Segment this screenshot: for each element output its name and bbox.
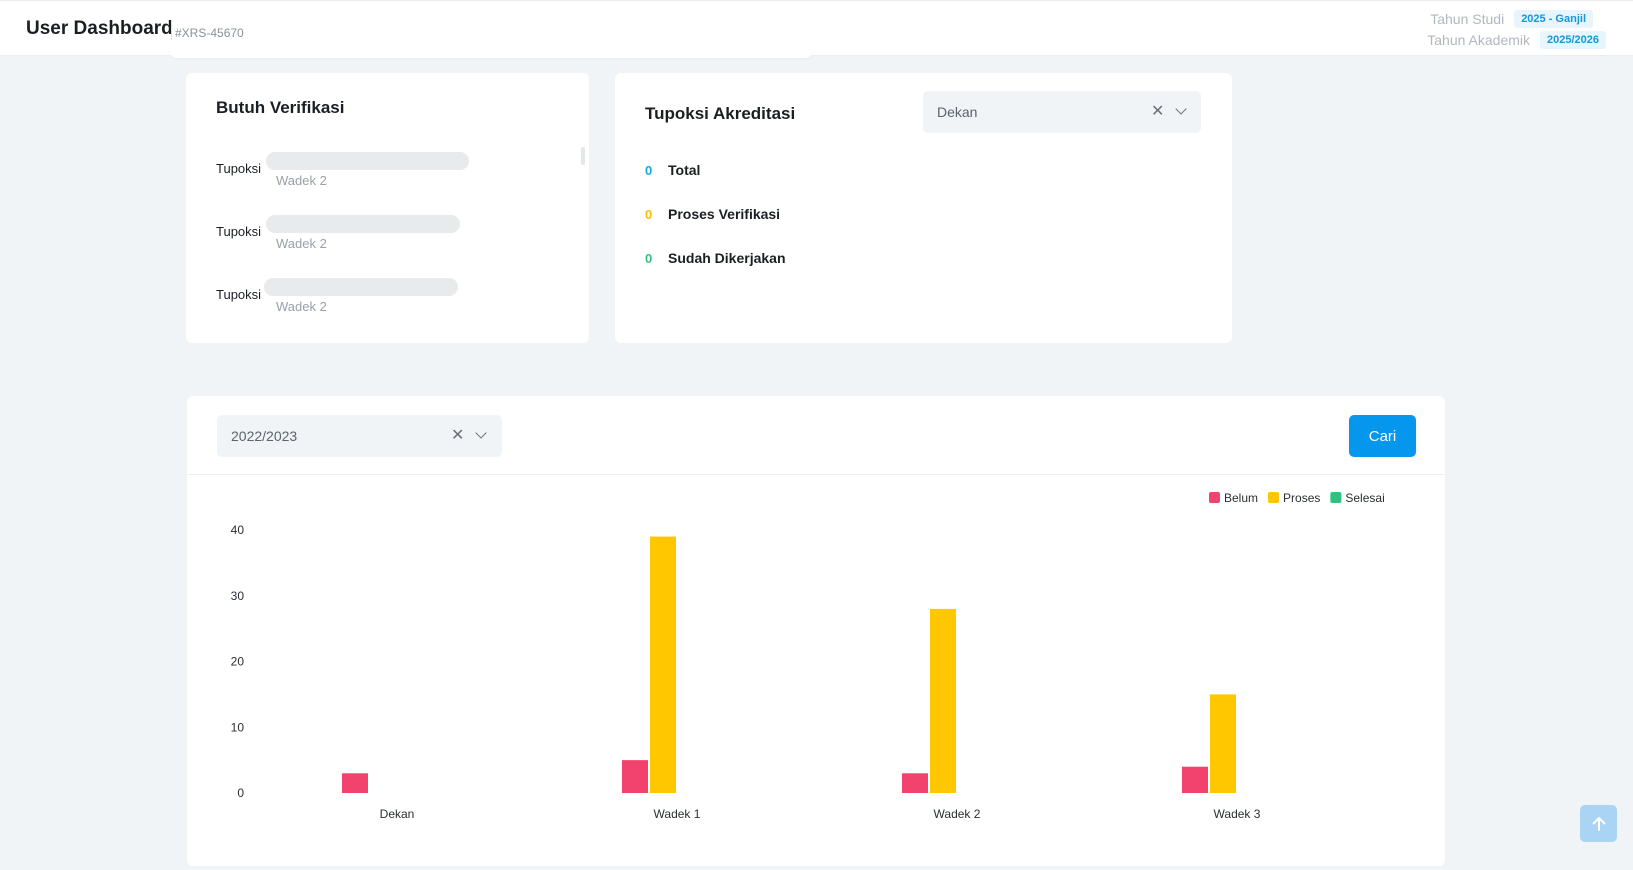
tahun-studi-row: Tahun Studi 2025 - Ganjil [1430, 10, 1593, 28]
search-button[interactable]: Cari [1349, 415, 1416, 457]
card-divider [187, 474, 1445, 475]
role-select-value: Dekan [937, 104, 978, 120]
y-tick-label: 20 [231, 655, 245, 669]
tahun-studi-badge: 2025 - Ganjil [1514, 10, 1593, 28]
top-bar: User Dashboard #XRS-45670 Tahun Studi 20… [0, 0, 1633, 56]
x-tick-label: Wadek 3 [1214, 807, 1261, 821]
tahun-akademik-row: Tahun Akademik 2025/2026 [1427, 31, 1606, 49]
x-tick-label: Wadek 1 [654, 807, 701, 821]
legend-swatch [1330, 492, 1342, 503]
stat-value: 0 [645, 162, 653, 178]
redacted-text [264, 278, 458, 296]
redacted-text [266, 152, 469, 170]
title-divider [171, 20, 172, 40]
page-title: User Dashboard [26, 18, 173, 39]
list-item-role: Wadek 2 [276, 299, 327, 314]
stat-total: 0 Total [645, 162, 700, 178]
chevron-down-icon[interactable] [475, 427, 487, 439]
arrow-up-icon [1592, 816, 1605, 831]
list-item-label: Tupoksi [216, 287, 262, 302]
stat-label: Total [668, 162, 701, 178]
accreditation-card: Tupoksi Akreditasi Dekan ✕ 0 Total 0 Pro… [615, 73, 1232, 343]
year-select[interactable]: 2022/2023 ✕ [217, 415, 502, 457]
list-item[interactable]: Tupoksi Wadek 2 [216, 269, 556, 332]
list-item-role: Wadek 2 [276, 173, 327, 188]
legend-label: Selesai [1345, 491, 1384, 505]
verification-list: Tupoksi Wadek 2 Tupoksi Wadek 2 Tupoksi … [216, 143, 556, 332]
list-item[interactable]: Tupoksi Wadek 2 [216, 206, 556, 269]
list-scrollbar[interactable] [581, 147, 585, 165]
list-item-label: Tupoksi [216, 161, 262, 176]
stat-value: 0 [645, 206, 653, 222]
collapsed-card-edge [170, 48, 812, 58]
tahun-studi-label: Tahun Studi [1430, 11, 1505, 27]
stat-label: Proses Verifikasi [668, 206, 781, 222]
stat-proses-verifikasi: 0 Proses Verifikasi [645, 206, 780, 222]
legend-label: Belum [1224, 491, 1258, 505]
stat-value: 0 [645, 250, 653, 266]
accreditation-title: Tupoksi Akreditasi [645, 104, 796, 123]
y-tick-label: 0 [237, 786, 244, 800]
bar-chart: 0 10 20 30 40 Dekan Wadek 1 Wadek 2 Wadek 3 Belum… [231, 491, 1385, 821]
y-tick-label: 40 [231, 523, 245, 537]
bar-belum [1182, 766, 1208, 793]
close-icon[interactable]: ✕ [1151, 103, 1165, 120]
bar-proses [930, 608, 956, 793]
year-select-value: 2022/2023 [231, 428, 298, 444]
scroll-to-top-button[interactable] [1580, 805, 1617, 842]
bar-belum [622, 760, 648, 793]
redacted-text [266, 215, 460, 233]
list-item-role: Wadek 2 [276, 236, 327, 251]
close-icon[interactable]: ✕ [451, 427, 465, 444]
x-tick-label: Wadek 2 [934, 807, 981, 821]
y-tick-label: 10 [231, 720, 245, 734]
bar-belum [902, 773, 928, 793]
list-item-label: Tupoksi [216, 224, 262, 239]
bar-belum [342, 773, 368, 793]
chart-card: 2022/2023 ✕ Cari 0 10 20 30 40 Dekan Wadek 1 Wa… [187, 396, 1445, 866]
legend-swatch [1268, 492, 1280, 503]
chevron-down-icon[interactable] [1175, 103, 1187, 115]
tahun-akademik-badge: 2025/2026 [1540, 31, 1606, 49]
role-select[interactable]: Dekan ✕ [923, 91, 1201, 133]
x-tick-label: Dekan [380, 807, 415, 821]
list-item[interactable]: Tupoksi Wadek 2 [216, 143, 556, 206]
user-code: #XRS-45670 [175, 26, 244, 40]
tahun-akademik-label: Tahun Akademik [1427, 32, 1530, 48]
bar-proses [1210, 694, 1236, 793]
y-tick-label: 30 [231, 589, 245, 603]
stat-label: Sudah Dikerjakan [668, 250, 786, 266]
legend-swatch [1209, 492, 1220, 503]
stat-sudah-dikerjakan: 0 Sudah Dikerjakan [645, 250, 786, 266]
verification-title: Butuh Verifikasi [216, 98, 345, 117]
legend-label: Proses [1283, 491, 1320, 505]
verification-card: Butuh Verifikasi 101 Tupoksi Wadek 2 Tup… [186, 73, 745, 343]
bar-proses [650, 536, 676, 793]
